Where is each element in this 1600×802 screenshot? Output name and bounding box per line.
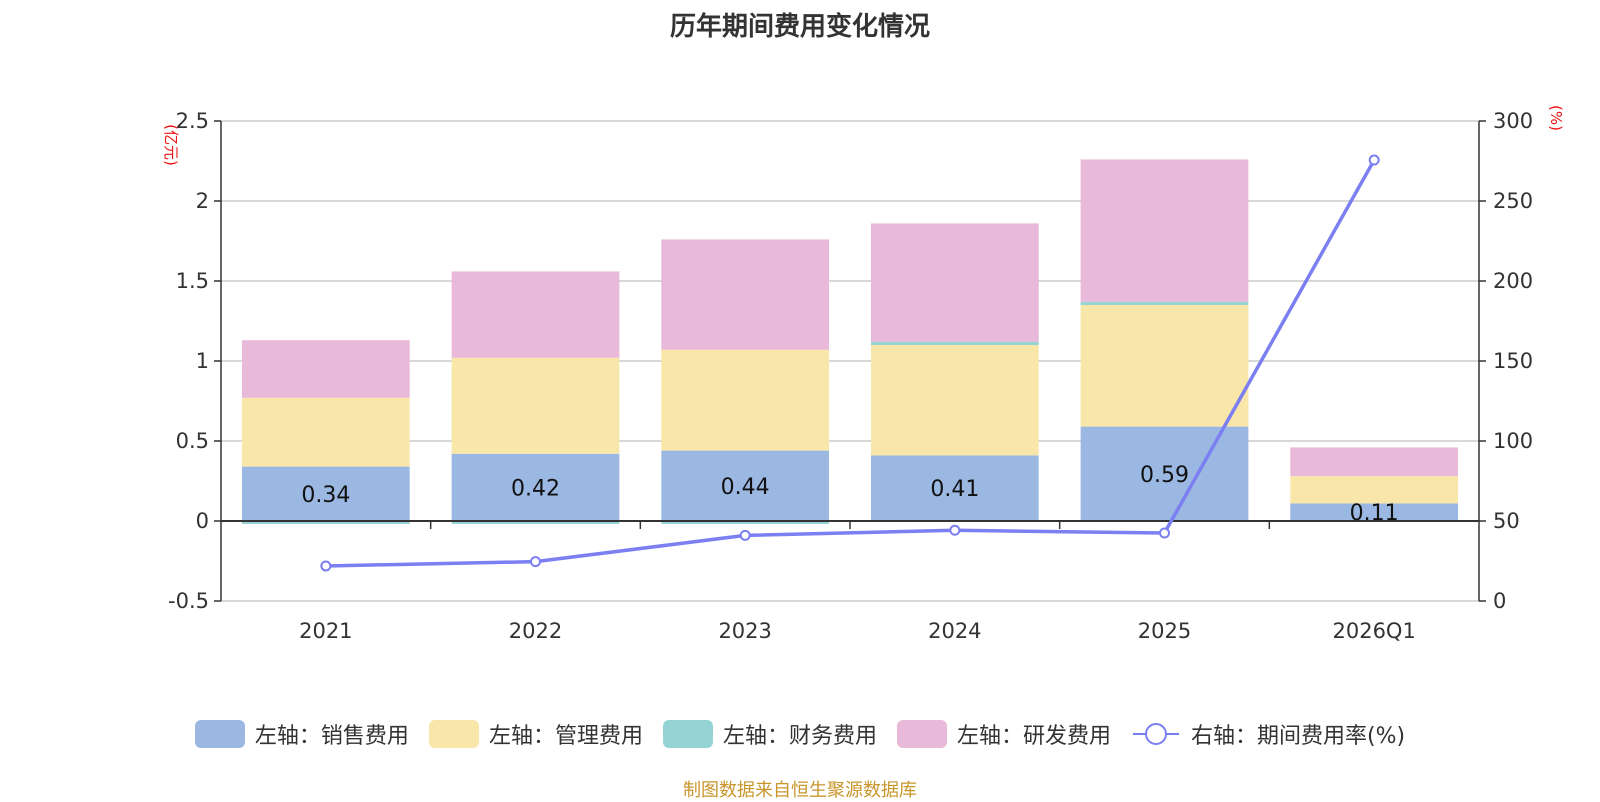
bar-labels: 0.34 0.42 0.44 0.41 0.59 0.11 bbox=[301, 463, 1398, 526]
rate-point bbox=[1368, 154, 1380, 166]
bar-segment bbox=[451, 521, 620, 524]
rate-point bbox=[949, 524, 961, 536]
bar-segment bbox=[661, 450, 830, 521]
bar-segment bbox=[1080, 301, 1249, 305]
footer-source: 制图数据来自恒生聚源数据库 bbox=[683, 780, 917, 801]
bar-segment bbox=[870, 223, 1039, 342]
legend-item[interactable]: 左轴：销售费用 bbox=[194, 718, 409, 750]
legend-line-marker-icon bbox=[1132, 723, 1179, 745]
x-axis-label: 2026Q1 bbox=[1332, 619, 1415, 643]
bar-segment bbox=[661, 349, 830, 451]
right-axis-tick-label: 0 bbox=[1493, 589, 1506, 613]
bar-segment bbox=[661, 239, 830, 350]
bar-segment bbox=[1080, 159, 1249, 302]
x-axis-label: 2021 bbox=[299, 619, 352, 643]
left-axis-unit-label: (亿元) bbox=[162, 124, 180, 166]
rate-point bbox=[1159, 527, 1170, 539]
rate-point bbox=[739, 529, 751, 541]
bar-segment bbox=[1080, 426, 1249, 521]
bar-value-label: 0.42 bbox=[511, 476, 560, 501]
bar-segment bbox=[451, 453, 620, 521]
rate-point bbox=[320, 560, 332, 572]
legend-item[interactable]: 左轴：财务费用 bbox=[662, 718, 877, 750]
bar-segment bbox=[451, 357, 620, 454]
rate-point bbox=[530, 556, 541, 568]
x-axis-label: 2025 bbox=[1138, 619, 1191, 643]
bar-segment bbox=[241, 340, 410, 398]
x-axis-label: 2023 bbox=[718, 619, 771, 643]
axes: -0.5 0 0.5 1 1.5 2 2.5 0 50 100 150 200 250 300 2021 20… bbox=[162, 105, 1565, 643]
left-axis-tick-label: 2.5 bbox=[176, 109, 209, 133]
right-axis-tick-label: 150 bbox=[1493, 349, 1533, 373]
x-axis-label: 2024 bbox=[928, 619, 981, 643]
bar-segment bbox=[1080, 305, 1249, 427]
bar-segment bbox=[1290, 447, 1459, 477]
bar-series bbox=[241, 159, 1459, 524]
legend-label: 左轴：财务费用 bbox=[722, 724, 877, 749]
right-axis-tick-label: 250 bbox=[1493, 189, 1533, 213]
legend-item[interactable]: 右轴：期间费用率(%) bbox=[1131, 718, 1405, 750]
grid-lines bbox=[221, 120, 1479, 602]
bar-value-label: 0.34 bbox=[301, 483, 350, 508]
legend-item[interactable]: 左轴：管理费用 bbox=[428, 718, 643, 750]
left-axis-tick-label: 2 bbox=[196, 189, 209, 213]
right-axis-tick-label: 300 bbox=[1493, 109, 1533, 133]
bar-segment bbox=[870, 345, 1039, 456]
bar-value-label: 0.11 bbox=[1350, 501, 1399, 526]
legend-swatch-icon bbox=[428, 720, 479, 748]
legend-swatch-icon bbox=[194, 720, 245, 748]
legend-label: 左轴：销售费用 bbox=[254, 724, 409, 749]
right-axis-tick-label: 100 bbox=[1493, 429, 1533, 453]
right-axis-unit-label: (%) bbox=[1547, 105, 1565, 131]
legend-label: 左轴：研发费用 bbox=[956, 724, 1111, 749]
bar-value-label: 0.41 bbox=[930, 477, 979, 502]
left-axis-tick-label: 1 bbox=[196, 349, 209, 373]
legend-swatch-icon bbox=[662, 720, 713, 748]
x-axis-label: 2022 bbox=[509, 619, 562, 643]
left-axis-tick-label: 1.5 bbox=[176, 269, 209, 293]
legend: 左轴：销售费用 左轴：管理费用 左轴：财务费用 左轴：研发费用 右轴：期间费用率(%) bbox=[0, 718, 1600, 750]
legend-label: 右轴：期间费用率(%) bbox=[1190, 724, 1406, 749]
legend-label: 左轴：管理费用 bbox=[488, 724, 643, 749]
bar-value-label: 0.44 bbox=[721, 475, 770, 500]
bar-segment bbox=[241, 466, 410, 521]
bar-segment bbox=[451, 271, 620, 358]
left-axis-tick-label: 0.5 bbox=[176, 429, 209, 453]
chart-plot-area: -0.5 0 0.5 1 1.5 2 2.5 0 50 100 150 200 250 300 2021 20… bbox=[162, 105, 1565, 643]
legend-swatch-icon bbox=[896, 720, 947, 748]
right-axis-tick-label: 200 bbox=[1493, 269, 1533, 293]
rate-line bbox=[325, 159, 1376, 568]
bar-segment bbox=[661, 521, 830, 524]
left-axis-tick-label: 0 bbox=[196, 509, 209, 533]
left-axis-tick-label: -0.5 bbox=[168, 589, 209, 613]
bar-segment bbox=[241, 521, 410, 524]
chart-title: 历年期间费用变化情况 bbox=[669, 12, 930, 42]
bar-value-label: 0.59 bbox=[1140, 463, 1189, 488]
right-axis-tick-label: 50 bbox=[1493, 509, 1520, 533]
bar-segment bbox=[870, 341, 1039, 345]
line-series bbox=[320, 154, 1380, 572]
bar-segment bbox=[241, 397, 410, 467]
legend-item[interactable]: 左轴：研发费用 bbox=[896, 718, 1111, 750]
bar-segment bbox=[870, 455, 1039, 521]
bar-segment bbox=[1290, 503, 1459, 521]
bar-segment bbox=[1290, 476, 1459, 504]
